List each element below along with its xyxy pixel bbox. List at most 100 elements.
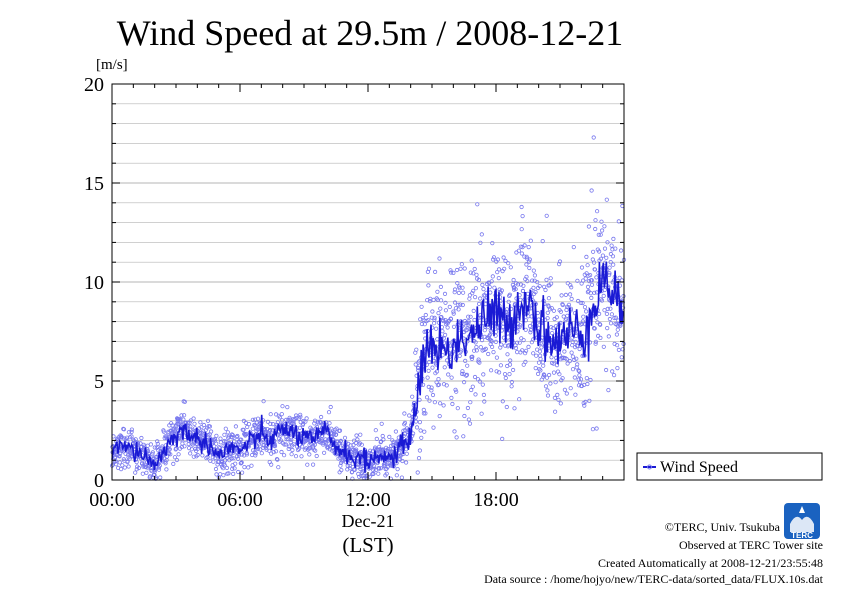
scatter-point [456, 302, 461, 307]
scatter-point [614, 343, 620, 348]
scatter-point [593, 218, 598, 223]
scatter-point [548, 281, 554, 286]
scatter-point [593, 341, 598, 346]
scatter-point [608, 306, 613, 311]
scatter-point [450, 401, 455, 407]
scatter-point [269, 462, 274, 467]
scatter-point [598, 335, 603, 340]
scatter-point [614, 332, 620, 337]
scatter-point [452, 300, 458, 305]
scatter-point [569, 350, 574, 355]
scatter-point [546, 296, 552, 301]
scatter-point [527, 323, 533, 329]
scatter-point [212, 436, 217, 442]
scatter-point [557, 372, 562, 377]
scatter-point [448, 268, 453, 273]
scatter-point [181, 417, 186, 422]
scatter-point [617, 275, 622, 280]
scatter-point [358, 432, 363, 437]
scatter-point [573, 392, 578, 397]
x-tick-label: 18:00 [473, 489, 519, 511]
scatter-point [596, 232, 601, 237]
scatter-point [150, 451, 155, 457]
scatter-point [491, 349, 496, 355]
scatter-point [417, 419, 422, 425]
scatter-point [297, 425, 302, 430]
scatter-point [570, 354, 576, 359]
scatter-point [153, 454, 158, 460]
scatter-point [565, 313, 570, 318]
scatter-point [214, 441, 219, 446]
scatter-point [119, 435, 124, 440]
scatter-point [572, 375, 577, 380]
scatter-point [580, 300, 585, 306]
scatter-point [329, 426, 334, 431]
scatter-point [543, 287, 548, 293]
scatter-point [339, 467, 344, 473]
scatter-point [496, 267, 502, 272]
scatter-point [371, 471, 376, 476]
scatter-point [615, 365, 620, 371]
scatter-point [445, 325, 450, 330]
scatter-point [585, 381, 590, 387]
scatter-point [246, 421, 252, 427]
scatter-point [609, 243, 614, 248]
scatter-point [193, 446, 198, 451]
scatter-point [438, 298, 444, 303]
scatter-point [505, 352, 510, 357]
scatter-point [313, 448, 318, 453]
scatter-point [549, 355, 554, 360]
scatter-point [562, 349, 567, 354]
scatter-point [482, 399, 487, 404]
scatter-point [205, 454, 210, 460]
scatter-point [619, 355, 624, 360]
scatter-point [539, 345, 544, 350]
scatter-point [378, 466, 383, 471]
scatter-point [259, 451, 264, 456]
scatter-point [592, 267, 598, 272]
scatter-point [601, 293, 606, 298]
scatter-point [454, 389, 459, 394]
scatter-point [476, 359, 481, 364]
scatter-point [333, 432, 339, 437]
scatter-point [189, 441, 194, 446]
scatter-point [429, 315, 434, 320]
footer-credit: ©TERC, Univ. Tsukuba [665, 520, 781, 534]
scatter-point [536, 317, 541, 322]
scatter-point [528, 327, 534, 333]
scatter-point [587, 272, 593, 278]
scatter-point [515, 340, 520, 345]
scatter-point [523, 327, 528, 332]
scatter-point [589, 188, 594, 193]
scatter-point [419, 304, 424, 309]
scatter-point [446, 372, 451, 377]
scatter-point [119, 466, 124, 472]
scatter-point [508, 358, 513, 363]
scatter-point [579, 265, 585, 270]
scatter-point [393, 429, 398, 434]
scatter-point [489, 344, 495, 349]
scatter-point [268, 412, 273, 417]
scatter-point [608, 259, 613, 265]
scatter-point [520, 348, 525, 353]
scatter-point [298, 412, 303, 417]
scatter-point [472, 294, 478, 300]
scatter-point [473, 286, 478, 291]
x-axis-label: (LST) [342, 533, 393, 557]
scatter-point [233, 424, 238, 429]
scatter-point [416, 455, 422, 461]
scatter-point [507, 362, 513, 367]
scatter-point [400, 458, 405, 464]
scatter-point [556, 261, 562, 267]
scatter-point [420, 382, 426, 387]
scatter-point [304, 416, 309, 421]
scatter-point [239, 460, 244, 466]
scatter-point [551, 325, 556, 331]
scatter-point [472, 266, 477, 272]
scatter-point [348, 443, 353, 448]
footer-site: Observed at TERC Tower site [679, 538, 823, 552]
scatter-point [289, 452, 294, 457]
scatter-point [279, 411, 284, 417]
scatter-point [451, 324, 457, 329]
scatter-point [581, 314, 586, 319]
